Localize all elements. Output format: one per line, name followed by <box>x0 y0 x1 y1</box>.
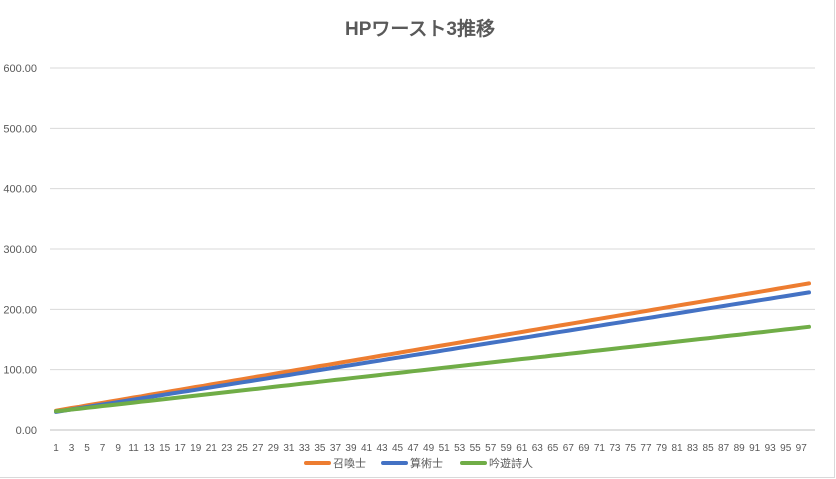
x-tick-label: 55 <box>470 443 482 454</box>
chart-title: HPワースト3推移 <box>345 17 495 40</box>
legend-label: 算術士 <box>410 456 443 470</box>
x-tick-label: 79 <box>656 443 668 454</box>
legend-label: 吟遊詩人 <box>489 456 533 470</box>
series-line-1 <box>54 281 811 413</box>
chart-legend: 召喚士 算術士 吟遊詩人 <box>304 456 533 470</box>
legend-item: 吟遊詩人 <box>460 456 533 470</box>
legend-item: 算術士 <box>381 456 443 470</box>
x-tick-label: 65 <box>547 443 559 454</box>
x-tick-label: 33 <box>299 443 311 454</box>
y-tick-label: 0.00 <box>16 425 37 437</box>
x-tick-label: 51 <box>439 443 451 454</box>
y-tick-label: 100.00 <box>3 365 37 377</box>
x-tick-label: 61 <box>516 443 528 454</box>
x-tick-label: 45 <box>392 443 404 454</box>
x-tick-label: 17 <box>175 443 187 454</box>
y-tick-label: 500.00 <box>3 123 37 135</box>
x-tick-label: 11 <box>128 443 139 454</box>
x-tick-label: 21 <box>206 443 218 454</box>
x-tick-label: 87 <box>718 443 730 454</box>
x-tick-label: 93 <box>765 443 777 454</box>
x-tick-label: 13 <box>144 443 156 454</box>
x-tick-label: 77 <box>640 443 652 454</box>
x-tick-label: 23 <box>221 443 233 454</box>
x-tick-label: 75 <box>625 443 637 454</box>
x-tick-label: 83 <box>687 443 699 454</box>
x-tick-label: 47 <box>408 443 420 454</box>
x-tick-label: 7 <box>100 443 106 454</box>
x-tick-label: 15 <box>159 443 171 454</box>
legend-label: 召喚士 <box>333 457 366 470</box>
y-tick-label: 300.00 <box>3 244 37 256</box>
y-tick-label: 200.00 <box>3 304 37 316</box>
x-tick-label: 9 <box>115 443 121 454</box>
legend-item: 召喚士 <box>304 457 366 470</box>
x-tick-label: 31 <box>283 443 295 454</box>
x-tick-label: 63 <box>532 443 544 454</box>
series-line-3 <box>54 324 811 414</box>
x-tick-label: 3 <box>69 443 75 454</box>
x-tick-label: 43 <box>376 443 388 454</box>
x-tick-label: 37 <box>330 443 342 454</box>
x-tick-label: 67 <box>563 443 575 454</box>
x-tick-label: 41 <box>361 443 373 454</box>
x-tick-label: 5 <box>84 443 90 454</box>
x-tick-label: 71 <box>594 443 606 454</box>
x-tick-label: 1 <box>53 443 59 454</box>
x-tick-label: 97 <box>796 443 808 454</box>
chart-series <box>54 281 811 414</box>
x-tick-label: 85 <box>703 443 715 454</box>
y-tick-label: 400.00 <box>3 184 37 196</box>
x-tick-label: 95 <box>780 443 792 454</box>
series-line-2 <box>54 290 811 414</box>
x-tick-label: 35 <box>314 443 326 454</box>
x-tick-label: 27 <box>252 443 264 454</box>
x-tick-label: 91 <box>749 443 761 454</box>
x-tick-label: 53 <box>454 443 466 454</box>
x-axis-ticks: 1 3 5 7 9 11 13 15 17 19 21 23 25 27 29 31 33 35 37 39 41 43 4… <box>53 443 807 454</box>
chart-grid <box>50 67 815 431</box>
y-tick-label: 600.00 <box>3 63 37 75</box>
x-tick-label: 81 <box>671 443 683 454</box>
x-tick-label: 59 <box>501 443 513 454</box>
x-tick-label: 39 <box>345 443 357 454</box>
x-tick-label: 73 <box>609 443 621 454</box>
x-tick-label: 57 <box>485 443 497 454</box>
x-tick-label: 25 <box>237 443 249 454</box>
x-tick-label: 69 <box>578 443 590 454</box>
x-tick-label: 89 <box>734 443 746 454</box>
y-axis-ticks: 0.00 100.00 200.00 300.00 400.00 500.00 600.00 <box>3 63 37 437</box>
x-tick-label: 19 <box>190 443 202 454</box>
x-tick-label: 29 <box>268 443 280 454</box>
x-tick-label: 49 <box>423 443 435 454</box>
